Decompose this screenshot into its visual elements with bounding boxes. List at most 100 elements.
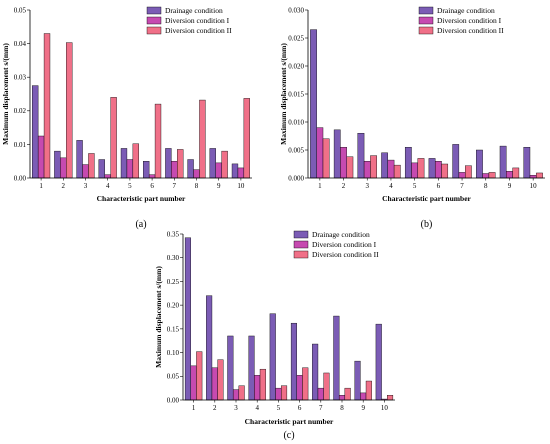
legend-swatch-1 xyxy=(293,230,309,239)
x-tick-label: 8 xyxy=(340,404,344,412)
bar-series2-cat2 xyxy=(60,157,67,179)
bar-series1-cat4 xyxy=(381,152,388,179)
bar-series1-cat8 xyxy=(476,149,483,179)
bar-series1-cat2 xyxy=(333,129,341,179)
y-axis-title: Maximum displacement s/(mm) xyxy=(154,266,163,368)
y-tick-label: 0.020 xyxy=(288,62,304,70)
bar-series1-cat1 xyxy=(184,237,191,401)
y-tick-label: 0.05 xyxy=(14,6,27,14)
panel-label: (b) xyxy=(421,219,433,230)
bar-series3-cat8 xyxy=(199,99,206,179)
bar-series3-cat6 xyxy=(154,103,162,179)
bar-series1-cat6 xyxy=(143,160,150,179)
bar-series3-cat6 xyxy=(441,163,449,179)
bar-series3-cat1 xyxy=(43,33,51,179)
y-tick-label: 0.04 xyxy=(14,40,27,48)
bar-series2-cat5 xyxy=(275,387,282,401)
bar-series2-cat10 xyxy=(529,174,537,179)
y-tick-label: 0.00 xyxy=(167,396,180,404)
bar-series2-cat7 xyxy=(317,387,324,401)
x-tick-label: 7 xyxy=(460,182,464,190)
y-tick-label: 0.10 xyxy=(167,349,180,357)
bar-series3-cat9 xyxy=(365,380,372,401)
bar-series3-cat4 xyxy=(259,368,266,401)
bar-series1-cat5 xyxy=(269,313,276,401)
x-tick-label: 10 xyxy=(381,404,389,412)
bar-series1-cat8 xyxy=(187,159,194,179)
x-tick-label: 5 xyxy=(413,182,417,190)
legend-label-3: Diversion condition II xyxy=(312,250,379,259)
bar-series1-cat1 xyxy=(310,29,317,179)
x-axis-title: Characteristic part number xyxy=(97,194,186,203)
x-tick-label: 7 xyxy=(173,182,177,190)
bar-series2-cat6 xyxy=(296,375,303,401)
panel-label: (c) xyxy=(283,430,294,441)
bar-series1-cat2 xyxy=(206,295,213,401)
y-tick-label: 0.30 xyxy=(167,254,180,262)
legend-label-1: Drainage condition xyxy=(437,6,495,15)
bar-series1-cat9 xyxy=(354,360,361,401)
x-tick-label: 3 xyxy=(84,182,88,190)
bar-series1-cat2 xyxy=(54,150,61,179)
bar-series3-cat10 xyxy=(243,98,250,179)
panel-label: (a) xyxy=(135,219,146,230)
bar-series2-cat1 xyxy=(190,365,197,401)
bar-series1-cat4 xyxy=(98,159,105,179)
bar-series2-cat4 xyxy=(387,159,395,179)
y-tick-label: 0.01 xyxy=(14,141,27,149)
legend-swatch-3 xyxy=(293,250,309,259)
y-tick-label: 0.015 xyxy=(288,90,304,98)
bar-series3-cat2 xyxy=(66,42,73,179)
y-tick-label: 0.15 xyxy=(167,325,180,333)
bar-series3-cat10 xyxy=(536,172,543,179)
bar-series2-cat3 xyxy=(232,389,240,401)
bar-series2-cat5 xyxy=(126,159,134,179)
y-tick-label: 0.05 xyxy=(167,373,180,381)
legend-label-2: Diversion condition I xyxy=(437,16,502,25)
x-tick-label: 1 xyxy=(39,182,43,190)
x-tick-label: 10 xyxy=(530,182,538,190)
bar-series3-cat1 xyxy=(196,351,203,401)
bar-series2-cat8 xyxy=(193,169,200,179)
legend-swatch-3 xyxy=(418,26,434,35)
x-tick-label: 3 xyxy=(366,182,370,190)
legend-swatch-2 xyxy=(418,16,434,25)
x-tick-label: 6 xyxy=(437,182,441,190)
legend-label-3: Diversion condition II xyxy=(165,26,232,35)
bar-series2-cat5 xyxy=(411,162,419,179)
bar-series1-cat8 xyxy=(333,315,340,401)
y-tick-label: 0.010 xyxy=(288,118,304,126)
bar-series3-cat3 xyxy=(88,153,95,179)
bar-series1-cat10 xyxy=(231,163,239,179)
bar-series1-cat7 xyxy=(452,144,460,179)
chart-panel-2: 0.000 0.005 0.010 0.015 0.020 0.025 0.030 1 2 3 4 5… xyxy=(279,6,545,230)
y-tick-label: 0.25 xyxy=(167,278,180,286)
x-tick-label: 9 xyxy=(508,182,512,190)
x-tick-label: 7 xyxy=(319,404,323,412)
y-tick-label: 0.00 xyxy=(14,174,27,182)
bar-series1-cat10 xyxy=(523,146,531,179)
x-tick-label: 9 xyxy=(217,182,221,190)
bar-series1-cat3 xyxy=(76,140,83,179)
legend-swatch-1 xyxy=(418,6,434,15)
bar-series3-cat5 xyxy=(417,158,425,179)
bar-series2-cat3 xyxy=(82,164,89,179)
x-axis-title: Characteristic part number xyxy=(382,194,471,203)
bar-series3-cat9 xyxy=(512,167,520,179)
bar-series1-cat3 xyxy=(227,335,234,401)
y-tick-label: 0.030 xyxy=(288,6,304,14)
bar-series1-cat6 xyxy=(290,322,297,401)
x-tick-label: 8 xyxy=(484,182,488,190)
bar-series3-cat5 xyxy=(132,143,139,179)
bar-series3-cat9 xyxy=(221,150,228,179)
bar-series3-cat3 xyxy=(238,385,245,401)
bar-series3-cat8 xyxy=(488,172,496,179)
bar-series3-cat7 xyxy=(465,165,472,179)
bar-series1-cat4 xyxy=(248,335,255,401)
bar-series2-cat9 xyxy=(506,171,513,179)
x-tick-label: 8 xyxy=(195,182,199,190)
legend-swatch-1 xyxy=(146,6,162,15)
x-tick-label: 9 xyxy=(361,404,365,412)
bar-series3-cat4 xyxy=(110,97,117,179)
